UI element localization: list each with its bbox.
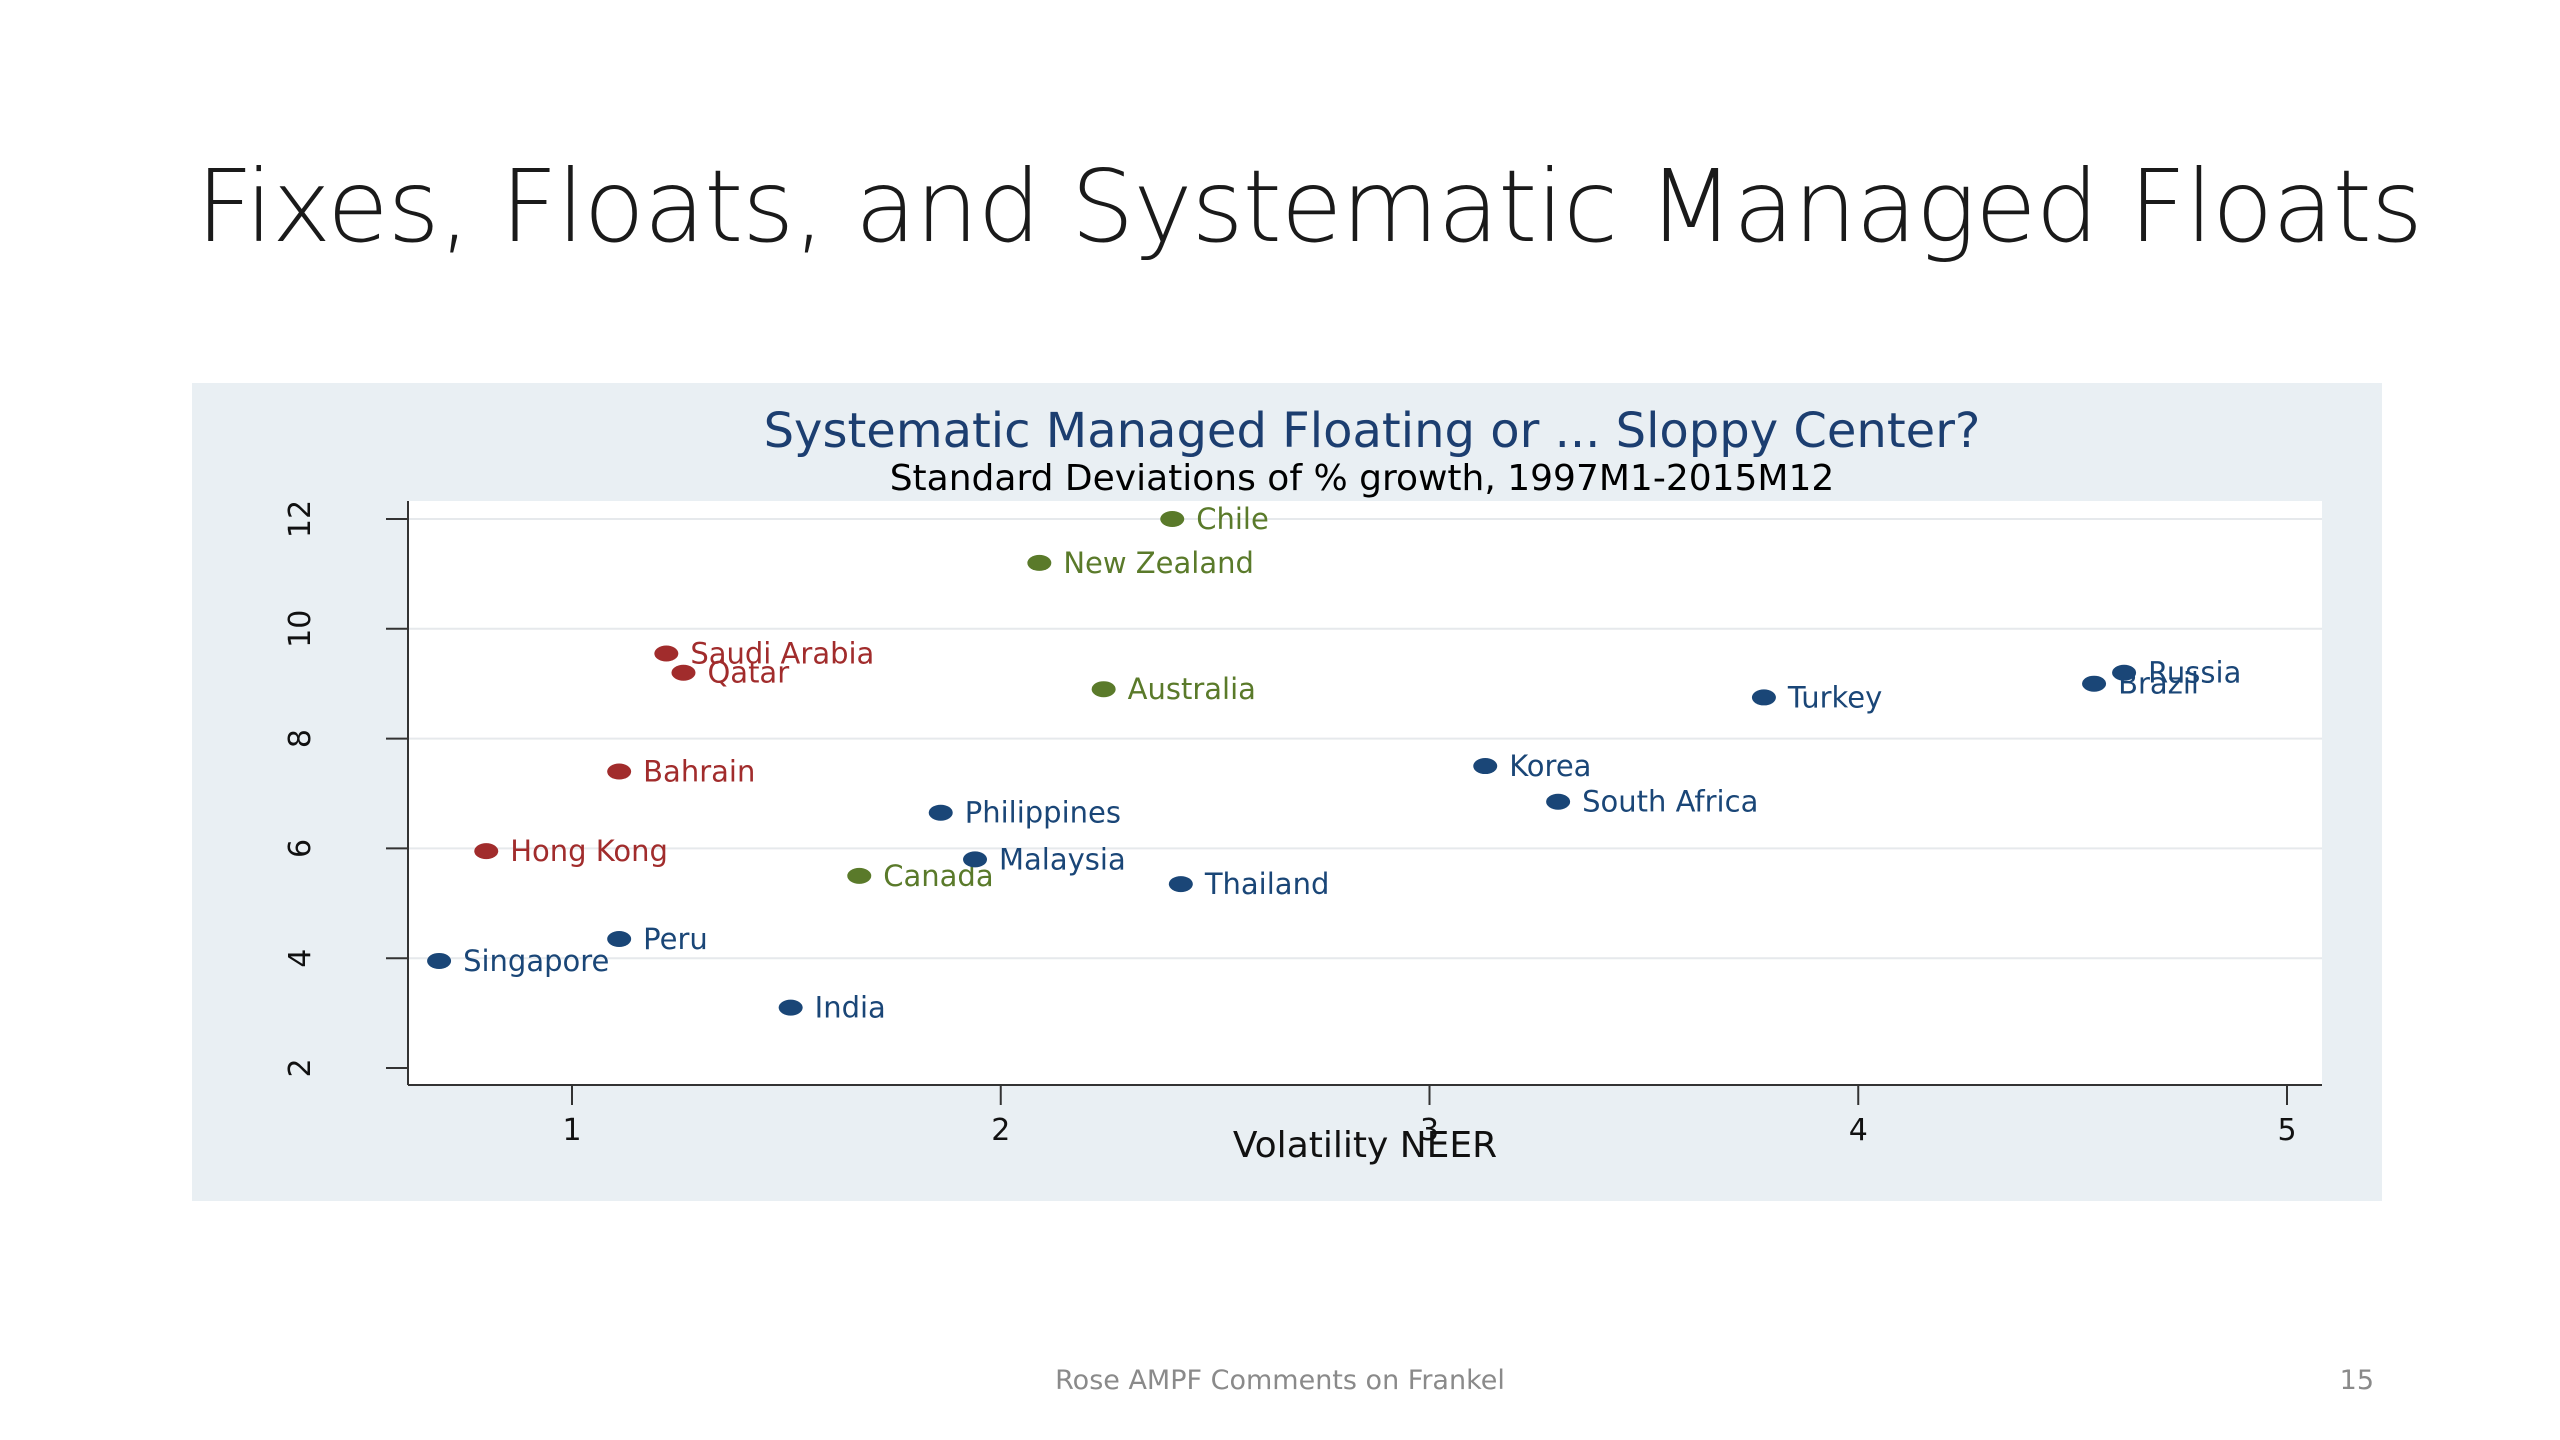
point-singapore (427, 952, 452, 969)
page-number: 15 (2339, 1365, 2374, 1396)
point-india (778, 999, 803, 1016)
point-qatar (671, 664, 696, 681)
point-brazil (2082, 675, 2107, 692)
point-saudi-arabia (654, 645, 679, 662)
gridlines (408, 518, 2322, 960)
point-bahrain (607, 763, 632, 780)
y-tick-label-10: 10 (283, 610, 318, 648)
point-label-australia: Australia (1128, 672, 1256, 706)
point-hong-kong (474, 843, 499, 860)
point-malaysia (963, 851, 988, 868)
point-label-qatar: Qatar (707, 656, 789, 690)
point-new-zealand (1027, 554, 1052, 571)
point-thailand (1168, 876, 1193, 893)
point-label-south-africa: South Africa (1582, 785, 1758, 819)
chart-title: Systematic Managed Floating or ... Slopp… (764, 403, 1981, 459)
y-tick-label-8: 8 (283, 729, 318, 748)
x-tick-label-5: 5 (2277, 1113, 2296, 1148)
point-chile (1160, 511, 1185, 527)
point-peru (607, 930, 632, 947)
point-canada (847, 867, 872, 884)
point-russia (2112, 664, 2137, 681)
y-tick-label-2: 2 (283, 1058, 318, 1077)
y-tick-label-12: 12 (283, 500, 318, 538)
point-label-new-zealand: New Zealand (1063, 546, 1254, 580)
x-tick-label-2: 2 (991, 1113, 1010, 1148)
point-south-africa (1546, 793, 1571, 810)
point-label-singapore: Singapore (463, 944, 609, 978)
point-label-hong-kong: Hong Kong (510, 834, 668, 868)
point-label-peru: Peru (643, 922, 708, 956)
point-philippines (928, 804, 953, 821)
point-label-thailand: Thailand (1204, 867, 1330, 901)
slide-footer: Rose AMPF Comments on Frankel (1055, 1365, 1505, 1396)
point-korea (1473, 758, 1498, 775)
point-label-turkey: Turkey (1787, 680, 1882, 714)
point-label-korea: Korea (1509, 749, 1591, 783)
point-label-india: India (815, 991, 886, 1025)
y-tick-label-4: 4 (283, 949, 318, 968)
point-label-russia: Russia (2148, 656, 2241, 690)
point-label-malaysia: Malaysia (999, 842, 1126, 876)
x-axis-title: Volatility NEER (1233, 1125, 1497, 1166)
chart-panel: 2 4 6 8 10 12 1 2 3 4 5 Chile New Zealand Australia C… (192, 383, 2382, 1201)
slide-title: Fixes, Floats, and Systematic Managed Fl… (196, 148, 2423, 265)
x-tick-label-4: 4 (1849, 1113, 1868, 1148)
y-tick-label-6: 6 (283, 839, 318, 858)
point-label-philippines: Philippines (965, 796, 1121, 830)
chart-subtitle: Standard Deviations of % growth, 1997M1-… (890, 458, 1835, 499)
x-tick-label-1: 1 (562, 1113, 581, 1148)
point-label-brazil: Brazil (2118, 667, 2199, 701)
point-label-bahrain: Bahrain (643, 755, 755, 789)
x-tick-label-3: 3 (1420, 1113, 1439, 1148)
point-label-chile: Chile (1196, 502, 1269, 536)
point-turkey (1751, 689, 1776, 706)
point-australia (1091, 681, 1116, 698)
point-label-saudi-arabia: Saudi Arabia (690, 637, 874, 671)
plot-area (408, 501, 2322, 1085)
